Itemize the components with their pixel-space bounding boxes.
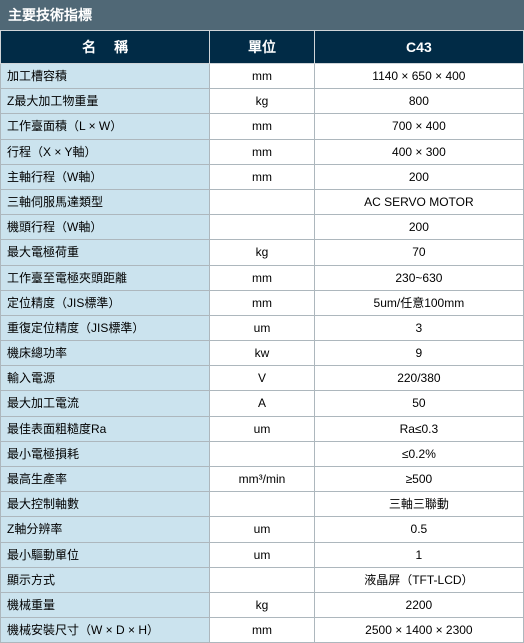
table-row: 最高生產率mm³/min≥500 [1,467,524,492]
table-row: 三軸伺服馬達類型 AC SERVO MOTOR [1,189,524,214]
row-name: 最大控制軸數 [1,492,210,517]
row-name: Z軸分辨率 [1,517,210,542]
row-unit: um [210,517,315,542]
row-unit [210,492,315,517]
row-value: 三軸三聯動 [314,492,523,517]
spec-table-container: 主要技術指標 名稱 單位 C43 加工槽容積mm1140 × 650 × 400… [0,0,524,643]
row-value: 液晶屏（TFT-LCD） [314,567,523,592]
row-value: 1 [314,542,523,567]
row-value: 0.5 [314,517,523,542]
row-name: 定位精度（JIS標準） [1,290,210,315]
row-name: 工作臺面積（L × W） [1,114,210,139]
table-row: 最小電極損耗 ≤0.2% [1,441,524,466]
table-row: 最大電極荷重kg70 [1,240,524,265]
row-value: 2200 [314,592,523,617]
table-row: 機械重量kg2200 [1,592,524,617]
row-name: 最小驅動單位 [1,542,210,567]
table-row: 機床總功率kw9 [1,341,524,366]
row-unit: mm [210,618,315,643]
row-unit [210,567,315,592]
table-row: 加工槽容積mm1140 × 650 × 400 [1,64,524,89]
row-name: Z最大加工物重量 [1,89,210,114]
row-value: 50 [314,391,523,416]
row-value: 400 × 300 [314,139,523,164]
row-unit: um [210,542,315,567]
row-value: 230~630 [314,265,523,290]
row-unit: kg [210,89,315,114]
row-unit: mm [210,164,315,189]
row-name: 最大電極荷重 [1,240,210,265]
row-name: 最佳表面粗糙度Ra [1,416,210,441]
row-unit [210,441,315,466]
table-row: 輸入電源V220/380 [1,366,524,391]
row-unit: um [210,315,315,340]
row-value: 700 × 400 [314,114,523,139]
row-value: 200 [314,215,523,240]
row-name: 最大加工電流 [1,391,210,416]
row-value: 1140 × 650 × 400 [314,64,523,89]
header-model: C43 [314,31,523,64]
header-unit: 單位 [210,31,315,64]
row-unit: mm [210,114,315,139]
row-value: 70 [314,240,523,265]
row-value: AC SERVO MOTOR [314,189,523,214]
row-value: 9 [314,341,523,366]
table-row: Z軸分辨率um0.5 [1,517,524,542]
row-name: 加工槽容積 [1,64,210,89]
row-unit: kg [210,240,315,265]
row-unit: mm³/min [210,467,315,492]
header-row: 名稱 單位 C43 [1,31,524,64]
row-name: 顯示方式 [1,567,210,592]
table-row: 顯示方式 液晶屏（TFT-LCD） [1,567,524,592]
table-row: Z最大加工物重量kg800 [1,89,524,114]
table-row: 工作臺至電極夾頭距離mm230~630 [1,265,524,290]
table-row: 重復定位精度（JIS標準）um3 [1,315,524,340]
row-unit: mm [210,290,315,315]
row-value: Ra≤0.3 [314,416,523,441]
table-row: 機頭行程（W軸） 200 [1,215,524,240]
row-name: 機床總功率 [1,341,210,366]
row-unit: A [210,391,315,416]
row-name: 最高生產率 [1,467,210,492]
table-row: 最大加工電流A50 [1,391,524,416]
row-unit: kw [210,341,315,366]
row-name: 輸入電源 [1,366,210,391]
row-value: ≤0.2% [314,441,523,466]
row-unit: kg [210,592,315,617]
row-name: 最小電極損耗 [1,441,210,466]
row-name: 行程（X × Y軸） [1,139,210,164]
row-value: 2500 × 1400 × 2300 [314,618,523,643]
row-value: ≥500 [314,467,523,492]
table-row: 最佳表面粗糙度RaumRa≤0.3 [1,416,524,441]
table-row: 工作臺面積（L × W）mm700 × 400 [1,114,524,139]
row-name: 重復定位精度（JIS標準） [1,315,210,340]
table-row: 最小驅動單位um1 [1,542,524,567]
row-value: 200 [314,164,523,189]
row-unit [210,189,315,214]
row-name: 機頭行程（W軸） [1,215,210,240]
table-row: 機械安裝尺寸（W × D × H）mm2500 × 1400 × 2300 [1,618,524,643]
row-unit [210,215,315,240]
row-value: 800 [314,89,523,114]
row-unit: V [210,366,315,391]
row-unit: mm [210,265,315,290]
row-unit: mm [210,64,315,89]
header-name: 名稱 [1,31,210,64]
table-row: 最大控制軸數 三軸三聯動 [1,492,524,517]
row-name: 工作臺至電極夾頭距離 [1,265,210,290]
row-name: 主軸行程（W軸） [1,164,210,189]
table-row: 定位精度（JIS標準）mm5um/任意100mm [1,290,524,315]
table-row: 行程（X × Y軸）mm400 × 300 [1,139,524,164]
row-name: 三軸伺服馬達類型 [1,189,210,214]
row-value: 5um/任意100mm [314,290,523,315]
row-unit: um [210,416,315,441]
row-name: 機械重量 [1,592,210,617]
spec-table: 名稱 單位 C43 加工槽容積mm1140 × 650 × 400Z最大加工物重… [0,30,524,643]
row-value: 220/380 [314,366,523,391]
row-name: 機械安裝尺寸（W × D × H） [1,618,210,643]
row-unit: mm [210,139,315,164]
row-value: 3 [314,315,523,340]
table-row: 主軸行程（W軸）mm200 [1,164,524,189]
table-title: 主要技術指標 [0,0,524,30]
